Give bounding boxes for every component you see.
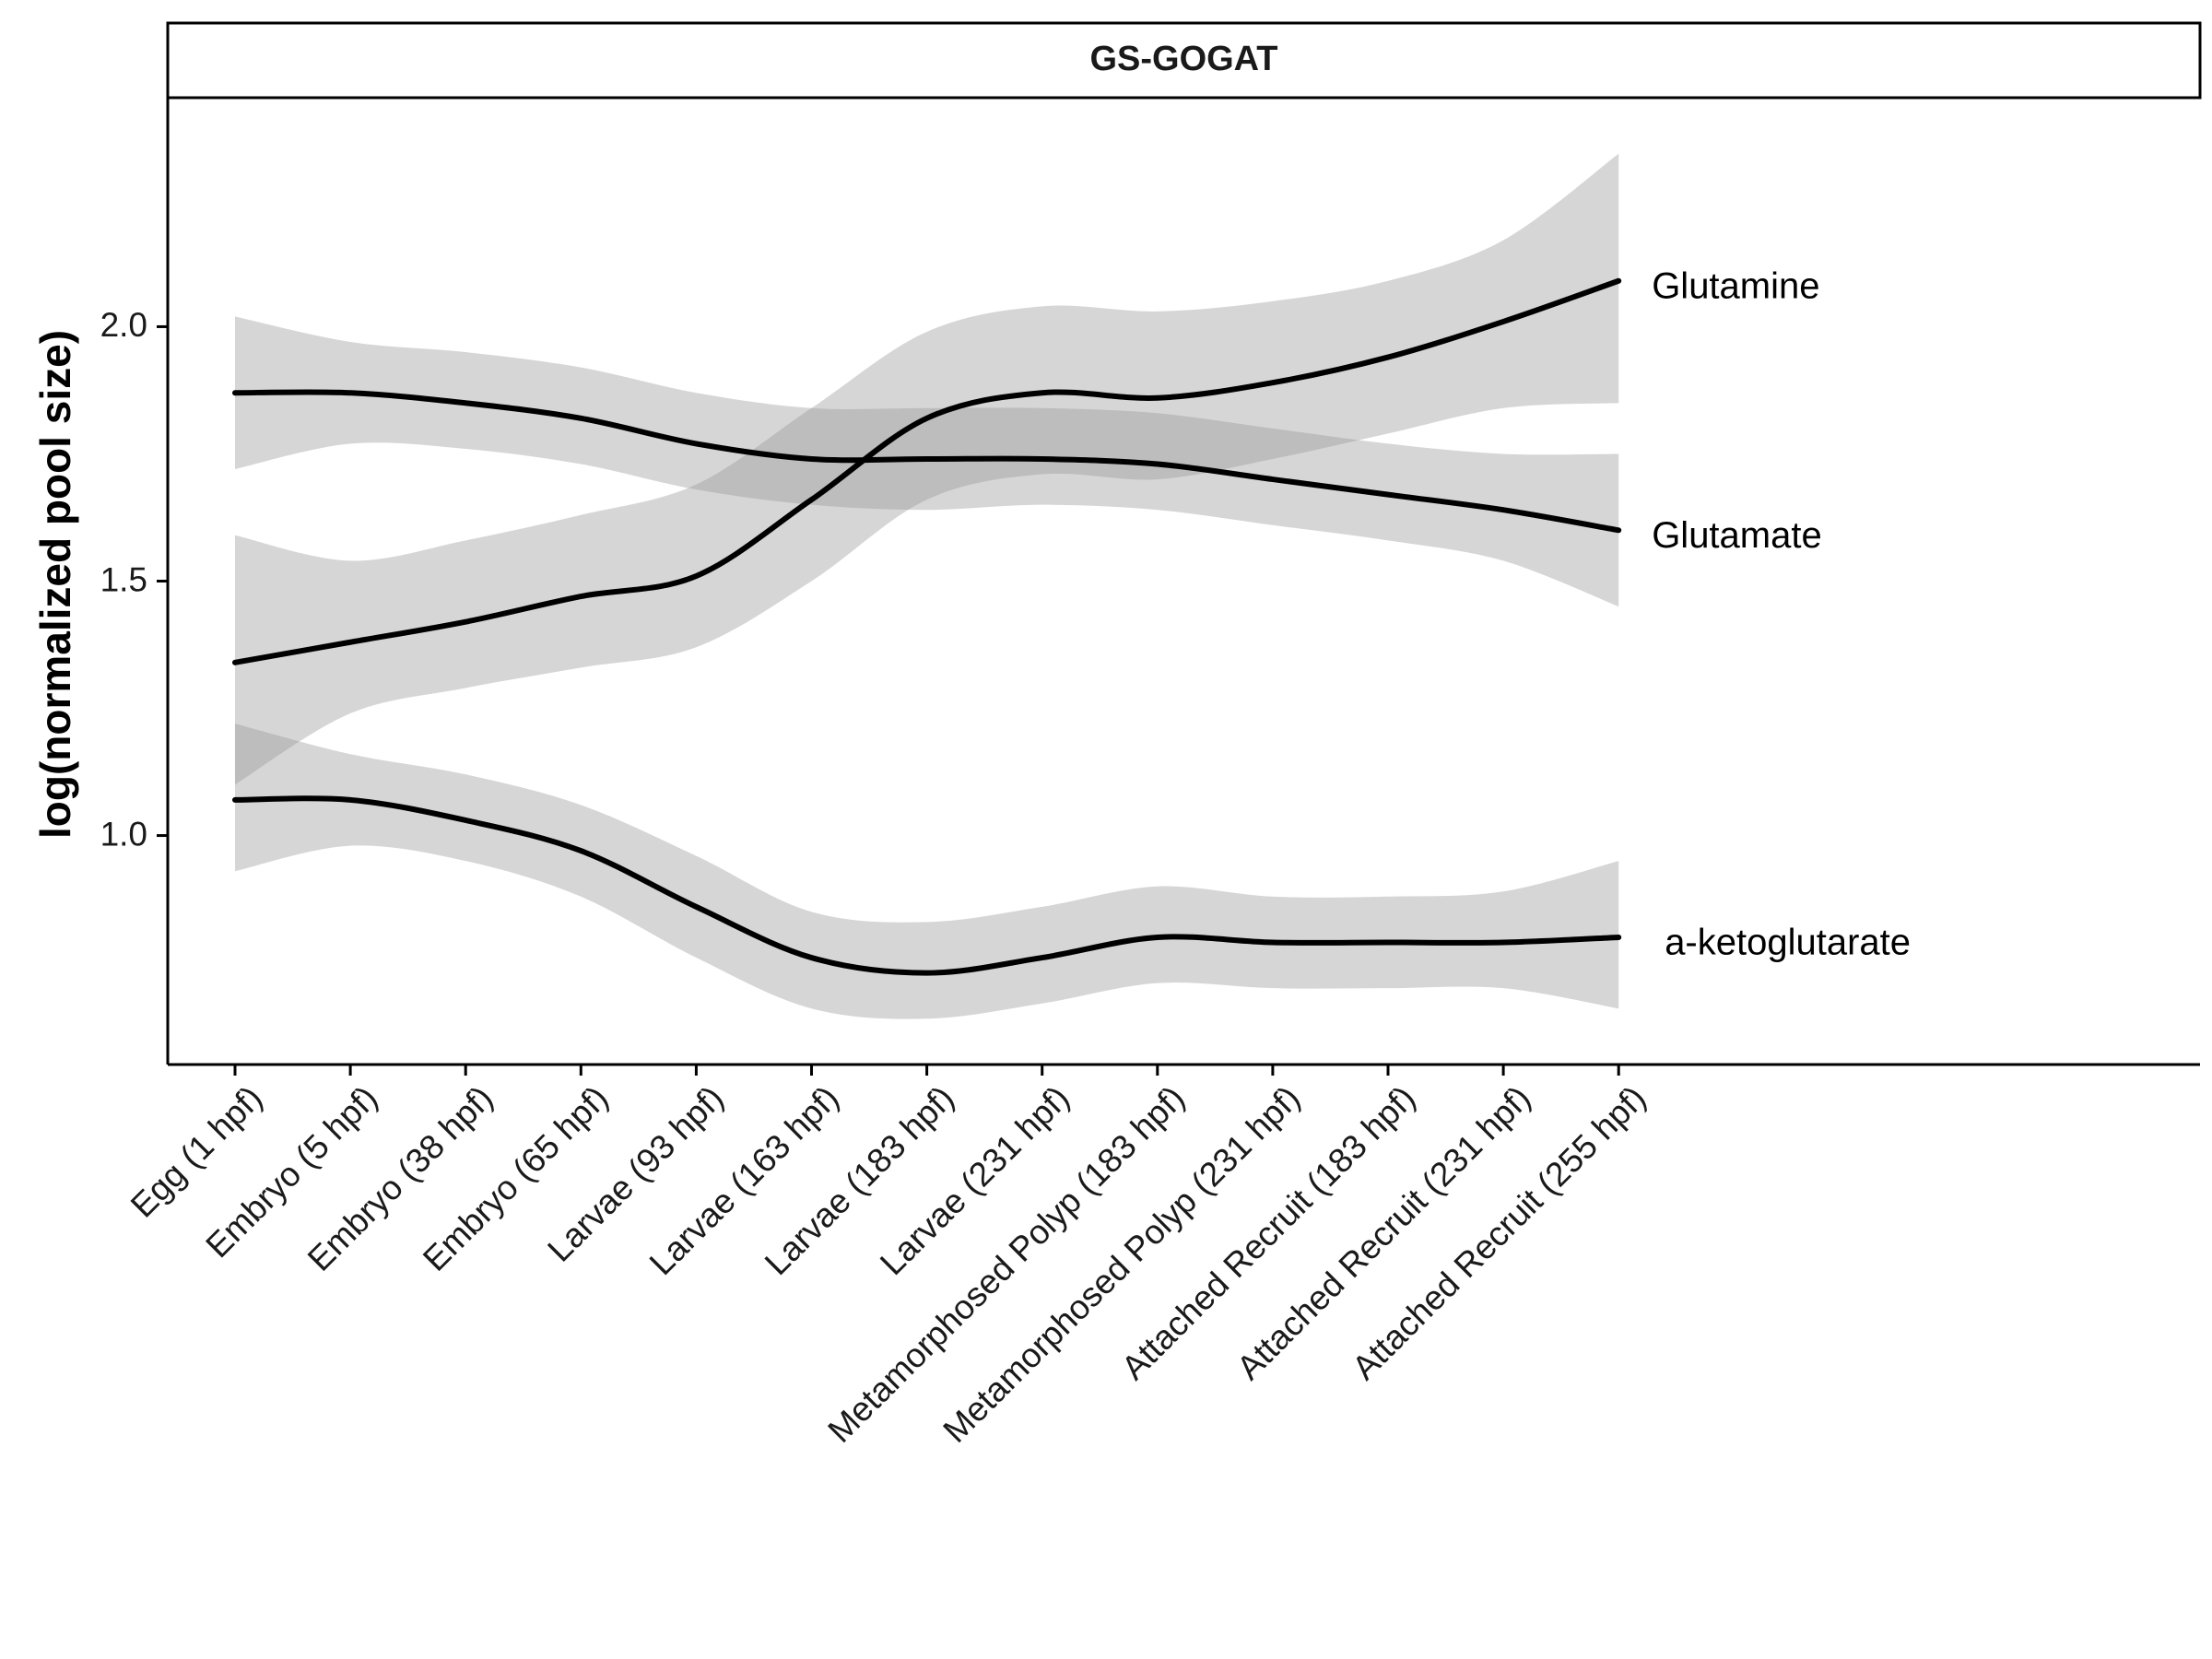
point-glutamate-3 — [578, 416, 583, 421]
point-glutamate-6 — [924, 456, 930, 462]
series-label-glutamine: Glutamine — [1652, 265, 1819, 306]
line-a-ketoglutarate — [232, 795, 1622, 976]
point-glutamine-2 — [463, 619, 468, 625]
point-glutamine-9 — [1270, 380, 1276, 385]
point-glutamate-5 — [809, 456, 815, 462]
confidence-ribbons — [235, 153, 1619, 1019]
y-axis: 1.0 1.5 2.0 — [100, 98, 170, 1065]
point-a-ketoglutarate-7 — [1040, 955, 1045, 960]
point-glutamine-11 — [1500, 319, 1506, 324]
point-glutamate-2 — [463, 400, 468, 406]
series-label-glutamate: Glutamate — [1652, 515, 1822, 556]
ribbon-glutamine — [235, 153, 1619, 785]
point-glutamine-6 — [924, 416, 930, 421]
point-glutamine-7 — [1040, 390, 1045, 395]
facet-title: GS-GOGAT — [1089, 40, 1277, 78]
point-a-ketoglutarate-8 — [1155, 935, 1160, 940]
point-glutamine-10 — [1385, 355, 1391, 360]
point-glutamine-8 — [1155, 395, 1160, 401]
facet-strip-box — [166, 21, 2202, 100]
point-a-ketoglutarate-1 — [347, 797, 353, 803]
point-glutamate-10 — [1385, 492, 1391, 498]
point-a-ketoglutarate-6 — [924, 971, 930, 976]
point-glutamine-5 — [809, 497, 815, 502]
point-a-ketoglutarate-2 — [463, 818, 468, 823]
y-tick-label: 1.0 — [100, 815, 147, 853]
line-glutamine — [232, 277, 1622, 665]
y-ticks: 1.0 1.5 2.0 — [100, 306, 168, 853]
point-a-ketoglutarate-12 — [1616, 935, 1621, 940]
point-a-ketoglutarate-4 — [693, 904, 699, 910]
point-glutamine-4 — [693, 573, 699, 579]
y-tick-label: 2.0 — [100, 306, 147, 344]
point-a-ketoglutarate-11 — [1500, 939, 1506, 945]
point-glutamate-8 — [1155, 462, 1160, 467]
point-a-ketoglutarate-10 — [1385, 939, 1391, 945]
point-glutamate-12 — [1616, 527, 1621, 533]
y-tick-label: 1.5 — [100, 560, 147, 598]
point-a-ketoglutarate-9 — [1270, 939, 1276, 945]
x-axis: Egg (1 hpf)Embryo (5 hpf)Embryo (38 hpf)… — [124, 1063, 2200, 1450]
point-glutamate-9 — [1270, 477, 1276, 482]
point-a-ketoglutarate-0 — [232, 797, 238, 803]
point-a-ketoglutarate-3 — [578, 848, 583, 853]
point-glutamate-0 — [232, 390, 238, 395]
point-glutamate-4 — [693, 441, 699, 446]
series-label-a-ketoglutarate: a-ketoglutarate — [1665, 923, 1911, 963]
x-ticks: Egg (1 hpf)Embryo (5 hpf)Embryo (38 hpf)… — [124, 1065, 1653, 1450]
line-glutamate — [232, 389, 1622, 534]
point-glutamate-11 — [1500, 507, 1506, 512]
series-labels: Glutamine Glutamate a-ketoglutarate — [1652, 265, 1911, 962]
point-a-ketoglutarate-5 — [809, 955, 815, 960]
facet-strip: GS-GOGAT — [166, 21, 2202, 100]
point-glutamine-12 — [1616, 278, 1621, 284]
point-glutamine-1 — [347, 640, 353, 645]
point-glutamine-0 — [232, 660, 238, 665]
series-lines — [232, 277, 1622, 976]
point-glutamate-1 — [347, 390, 353, 395]
point-glutamate-7 — [1040, 456, 1045, 462]
point-glutamine-3 — [578, 594, 583, 599]
y-axis-title: log(normalized pool size) — [31, 330, 79, 839]
